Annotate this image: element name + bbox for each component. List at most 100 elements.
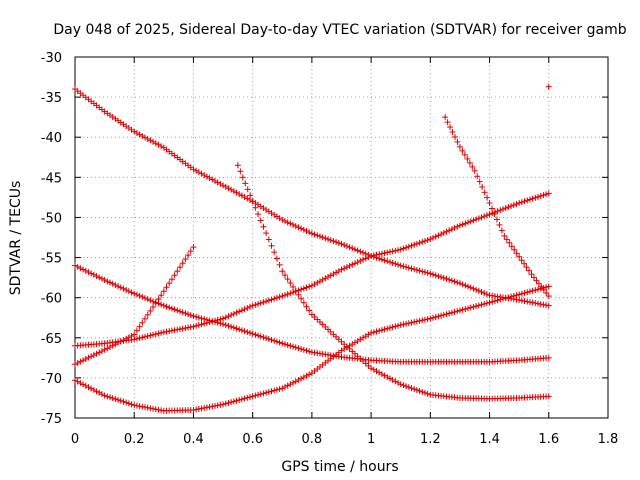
data-point (381, 257, 388, 264)
data-point (526, 267, 533, 274)
data-point (530, 274, 537, 281)
data-point (405, 264, 412, 271)
data-point (238, 327, 245, 334)
data-point (77, 380, 84, 387)
data-point (303, 228, 310, 235)
data-point (298, 225, 305, 232)
data-point (276, 386, 283, 393)
data-point (292, 223, 299, 230)
data-point (476, 178, 483, 185)
data-point (462, 306, 469, 313)
data-point (72, 262, 78, 269)
data-point (316, 278, 323, 285)
data-point (182, 256, 189, 263)
data-point (357, 248, 364, 255)
data-point (174, 326, 181, 333)
data-point (351, 246, 358, 253)
data-point (147, 297, 154, 304)
data-point (166, 304, 173, 311)
data-point (424, 237, 431, 244)
data-point (303, 372, 310, 379)
data-point (397, 321, 404, 328)
data-point (526, 288, 533, 295)
data-point (368, 329, 375, 336)
data-point (160, 329, 167, 336)
data-point (120, 398, 127, 405)
data-point (247, 192, 254, 199)
data-point (308, 230, 315, 237)
data-point (421, 316, 428, 323)
data-point (187, 248, 194, 255)
data-point (214, 179, 221, 186)
data-point (125, 400, 132, 407)
data-point (322, 275, 329, 282)
data-point (440, 311, 447, 318)
data-point (276, 339, 283, 346)
data-point (112, 281, 119, 288)
data-point (491, 210, 498, 217)
data-point (389, 259, 396, 266)
data-point (220, 321, 227, 328)
data-point (203, 319, 210, 326)
data-point (413, 240, 420, 247)
data-point (532, 300, 539, 307)
data-point (88, 270, 95, 277)
data-point (510, 292, 517, 299)
data-point (255, 391, 262, 398)
data-point (198, 405, 205, 412)
data-point (228, 186, 235, 193)
data-point (147, 332, 154, 339)
data-point (416, 239, 423, 246)
data-point (185, 252, 192, 259)
data-point (535, 193, 542, 200)
data-point (442, 114, 449, 121)
data-point (295, 345, 302, 352)
data-point (133, 327, 140, 334)
data-point (308, 282, 315, 289)
data-point (236, 326, 243, 333)
data-point (502, 295, 509, 302)
data-point (516, 253, 523, 260)
data-point (397, 381, 404, 388)
data-point (432, 314, 439, 321)
data-point (467, 284, 474, 291)
data-point (508, 203, 515, 210)
data-point (139, 132, 146, 139)
data-point (193, 406, 200, 413)
data-point (494, 208, 501, 215)
data-point (171, 306, 178, 313)
data-point (193, 313, 200, 320)
data-point (325, 273, 332, 280)
data-point (432, 233, 439, 240)
data-point (74, 263, 81, 270)
data-point (220, 315, 227, 322)
data-point (521, 289, 528, 296)
data-point (249, 302, 256, 309)
data-point (489, 205, 496, 212)
data-point (360, 249, 367, 256)
data-point (152, 331, 159, 338)
data-point (292, 287, 299, 294)
data-point (540, 286, 547, 293)
data-point (351, 260, 358, 267)
data-point (252, 331, 259, 338)
data-point (467, 218, 474, 225)
data-point (395, 247, 402, 254)
data-point (300, 346, 307, 353)
data-point (263, 230, 270, 237)
data-point (408, 242, 415, 249)
data-point (279, 268, 286, 275)
data-point (543, 289, 550, 296)
data-point (268, 388, 275, 395)
data-point (470, 285, 477, 292)
data-point (300, 226, 307, 233)
data-point (470, 303, 477, 310)
data-point (333, 239, 340, 246)
data-point (244, 329, 251, 336)
data-point (368, 252, 375, 259)
data-point (152, 406, 159, 413)
data-point (106, 279, 113, 286)
data-point (290, 221, 297, 228)
data-point (497, 207, 504, 214)
